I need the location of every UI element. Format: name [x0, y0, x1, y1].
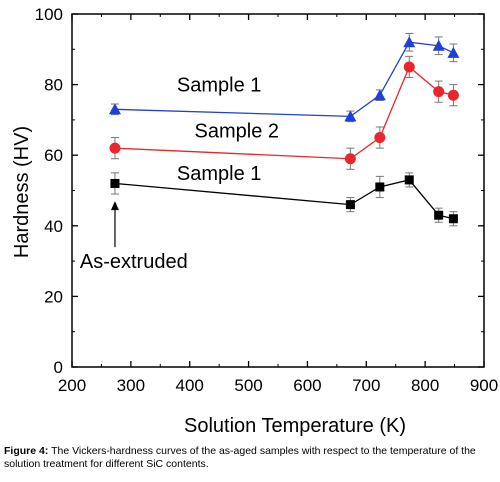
data-point [448, 214, 458, 224]
y-axis-label: Hardness (HV) [11, 126, 33, 258]
x-tick-label: 900 [470, 376, 498, 395]
x-tick-label: 200 [58, 376, 86, 395]
y-tick-label: 60 [44, 146, 63, 165]
x-tick-label: 300 [117, 376, 145, 395]
series-layer [108, 32, 460, 227]
data-point [110, 178, 120, 188]
hardness-chart: 200 300 400 500 600 700 800 900 0 20 40 60 80 100 So… [11, 5, 498, 437]
y-tick-label: 20 [44, 287, 63, 306]
series-circle [109, 55, 459, 170]
y-axis: 0 20 40 60 80 100 [35, 5, 484, 377]
y-tick-label: 40 [44, 217, 63, 236]
figure-caption: Figure 4: The Vickers-hardness curves of… [4, 445, 498, 471]
data-point [374, 132, 386, 144]
annotation-layer: Sample 1 Sample 2 Sample 1 As-extruded [80, 75, 279, 274]
plot-frame [71, 13, 485, 368]
plot-border [71, 13, 485, 368]
x-tick-label: 700 [352, 376, 380, 395]
data-point [447, 46, 460, 58]
data-point [434, 210, 444, 220]
x-tick-label: 400 [176, 376, 204, 395]
data-point [345, 200, 355, 210]
series-line [114, 179, 454, 220]
annotation-label: Sample 1 [177, 75, 262, 97]
data-point [403, 61, 415, 73]
x-tick-label: 600 [293, 376, 321, 395]
x-tick-label: 800 [411, 376, 439, 395]
data-point [373, 89, 386, 101]
data-point [404, 175, 414, 185]
x-axis: 200 300 400 500 600 700 800 900 [58, 14, 498, 395]
y-tick-label: 0 [54, 358, 63, 377]
caption-text: The Vickers-hardness curves of the as-ag… [4, 445, 476, 470]
data-point [433, 86, 445, 98]
series-line [114, 65, 454, 160]
data-point [344, 110, 357, 122]
data-point [109, 142, 121, 154]
series-square [110, 172, 458, 227]
data-point [447, 89, 459, 101]
data-point [375, 182, 385, 192]
series-line [114, 41, 454, 118]
caption-label: Figure 4: [4, 445, 49, 457]
y-tick-label: 80 [44, 76, 63, 95]
annotation-label: Sample 1 [177, 163, 262, 185]
series-triangle [108, 32, 460, 123]
annotation-label: As-extruded [80, 251, 188, 273]
annotation-arrow-head [110, 201, 119, 211]
data-point [108, 103, 121, 115]
y-tick-label: 100 [35, 5, 63, 24]
data-point [432, 39, 445, 51]
annotation-label: Sample 2 [195, 120, 280, 142]
x-axis-label: Solution Temperature (K) [184, 415, 406, 437]
data-point [344, 153, 356, 165]
data-point [403, 36, 416, 48]
x-tick-label: 500 [234, 376, 262, 395]
